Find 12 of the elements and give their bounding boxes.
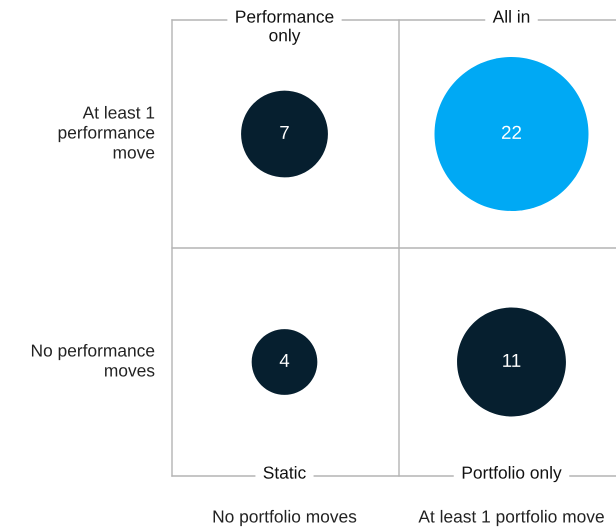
text: Portfolio only <box>462 466 562 482</box>
category-label: At least 1 portfolio move <box>418 510 604 526</box>
data-label: 4 <box>280 354 290 367</box>
category-label: No portfolio moves <box>214 510 356 526</box>
category-label: No performance moves <box>32 344 154 377</box>
text: Performance only <box>236 10 334 45</box>
data-label: 22 <box>502 126 521 139</box>
category-label: At least 1 performance move <box>58 106 154 159</box>
text: Static <box>264 466 306 479</box>
data-label: 11 <box>503 354 520 367</box>
text: All in <box>492 10 530 23</box>
data-label: 7 <box>280 126 289 139</box>
